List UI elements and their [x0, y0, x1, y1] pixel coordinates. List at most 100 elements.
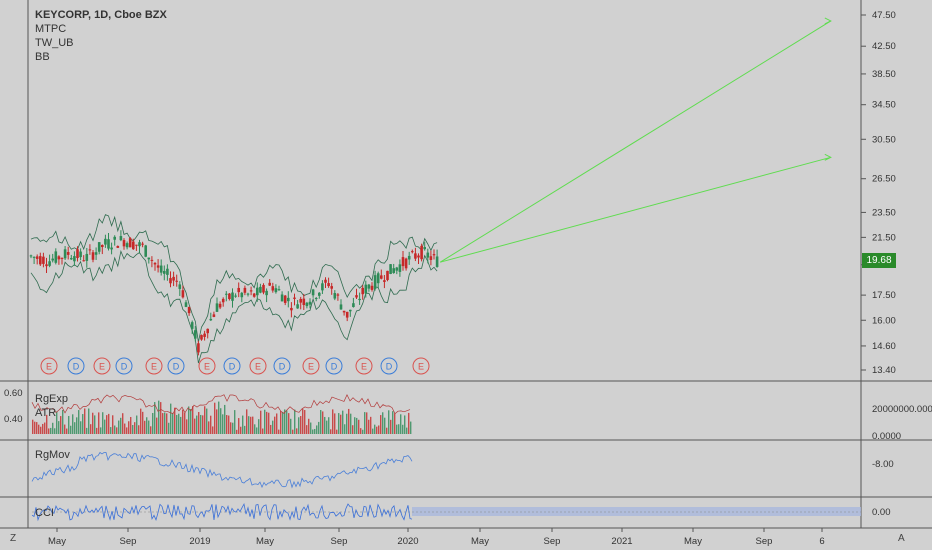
- candle-body: [256, 287, 259, 296]
- volume-bar: [128, 421, 130, 434]
- pane4-legend[interactable]: CCI: [35, 506, 54, 520]
- candle-body: [70, 258, 73, 260]
- indicator-mtpc[interactable]: MTPC: [35, 23, 67, 35]
- time-tick-label: May: [471, 536, 489, 547]
- volume-bar: [392, 411, 394, 434]
- price-tick-label: 14.60: [872, 341, 896, 352]
- candle-body: [370, 285, 374, 290]
- event-label: D: [386, 362, 393, 372]
- volume-bar: [232, 422, 234, 434]
- volume-bar: [396, 424, 398, 434]
- indicator-bb[interactable]: BB: [35, 51, 50, 63]
- time-axis[interactable]: May Sep 2019 May Sep 2020 May Sep 2021 May Sep 6: [48, 528, 825, 547]
- volume-bar: [260, 410, 262, 434]
- event-marker: [249, 357, 267, 375]
- event-label: D: [173, 362, 180, 372]
- symbol-title[interactable]: KEYCORP, 1D, Cboe BZX: [35, 9, 167, 21]
- event-label: D: [121, 362, 128, 372]
- volume-bar: [238, 418, 240, 434]
- zoom-toggle[interactable]: Z: [10, 533, 17, 544]
- volume-bar: [316, 425, 318, 434]
- price-tick-label: 26.50: [872, 174, 896, 185]
- volume-bar: [330, 429, 332, 434]
- rgmov-path: [31, 451, 413, 489]
- volume-bar: [230, 422, 232, 434]
- volume-bars: [31, 393, 412, 434]
- volume-bar: [100, 427, 102, 434]
- indicator-rgexp[interactable]: RgExp: [35, 393, 69, 405]
- volume-bar: [198, 412, 200, 434]
- volume-bar: [356, 417, 358, 434]
- candle-body: [314, 298, 318, 300]
- pane-axis-label: -8.00: [872, 459, 894, 470]
- event-marker: [355, 357, 373, 375]
- volume-bar: [202, 415, 204, 434]
- event-marker: [380, 357, 398, 375]
- volume-bar: [196, 415, 198, 434]
- event-marker: [412, 357, 430, 375]
- volume-bar: [314, 428, 316, 434]
- volume-bar: [160, 402, 162, 434]
- volume-bar: [140, 408, 142, 434]
- volume-bar: [96, 427, 98, 434]
- candle-body: [144, 245, 147, 257]
- indicator-cci[interactable]: CCI: [35, 507, 54, 519]
- candle-body: [51, 258, 54, 261]
- volume-bar: [244, 425, 246, 434]
- volume-bar: [134, 422, 136, 434]
- candle-body: [305, 302, 309, 307]
- auto-scale-toggle[interactable]: A: [898, 533, 905, 544]
- candle-body: [184, 302, 188, 307]
- volume-bar: [120, 417, 122, 434]
- volume-bar: [152, 412, 154, 434]
- volume-bar: [218, 401, 220, 434]
- event-marker: [198, 357, 216, 375]
- candle-body: [361, 287, 364, 295]
- volume-bar: [52, 422, 54, 434]
- chart-legend[interactable]: KEYCORP, 1D, Cboe BZX MTPC TW_UB BB: [35, 8, 167, 64]
- candle-body: [237, 287, 240, 293]
- pane3-legend[interactable]: RgMov: [35, 448, 70, 462]
- volume-bar: [264, 409, 266, 434]
- volume-bar: [256, 427, 258, 434]
- pane2-legend[interactable]: RgExp ATR: [35, 392, 68, 420]
- candle-body: [321, 283, 324, 291]
- volume-bar: [180, 416, 182, 434]
- volume-bar: [40, 426, 42, 434]
- volume-bar: [360, 428, 362, 434]
- candle-body: [45, 264, 48, 267]
- price-tick-label: 42.50: [872, 41, 896, 52]
- candle-body: [101, 245, 104, 248]
- candle-body: [327, 283, 330, 287]
- volume-bar: [372, 428, 374, 434]
- indicator-rgmov[interactable]: RgMov: [35, 449, 70, 461]
- indicator-tw-ub[interactable]: TW_UB: [35, 37, 74, 49]
- volume-bar: [322, 411, 324, 434]
- volume-bar: [164, 412, 166, 434]
- candle-body: [54, 251, 58, 263]
- volume-bar: [228, 415, 230, 434]
- indicator-atr[interactable]: ATR: [35, 407, 57, 419]
- volume-bar: [380, 415, 382, 434]
- volume-bar: [374, 424, 376, 434]
- price-axis[interactable]: 47.50 42.50 38.50 34.50 30.50 26.50 23.50 21.50…: [861, 10, 896, 376]
- volume-bar: [146, 417, 148, 434]
- candle-body: [293, 297, 296, 299]
- time-tick-label: May: [684, 536, 702, 547]
- candlestick-series: [29, 230, 439, 356]
- event-label: D: [73, 362, 80, 372]
- candle-body: [221, 298, 225, 303]
- candle-body: [283, 295, 287, 303]
- volume-bar: [242, 415, 244, 434]
- candle-body: [122, 240, 126, 247]
- candle-body: [339, 304, 343, 310]
- volume-bar: [308, 418, 310, 434]
- candle-body: [290, 307, 293, 311]
- volume-bar: [50, 427, 52, 434]
- volume-bar: [272, 420, 274, 434]
- volume-bar: [112, 415, 114, 434]
- volume-bar: [246, 409, 248, 434]
- cci-path: [31, 502, 413, 522]
